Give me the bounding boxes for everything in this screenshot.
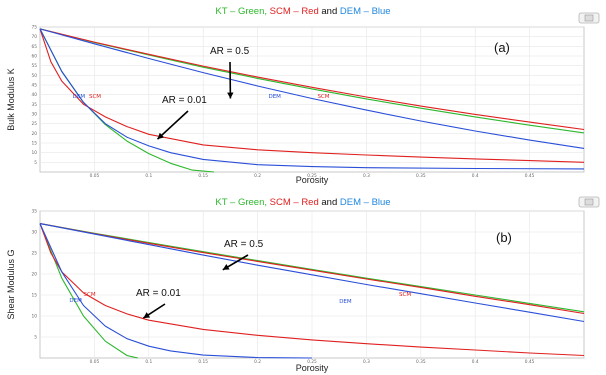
x-tick-label: 0.45 [525,173,535,179]
x-tick-label: 0.35 [416,173,426,179]
x-tick-label: 0.25 [307,359,317,365]
annotation-arrowhead [143,312,151,319]
x-tick-label: 0.05 [90,359,100,365]
y-tick-label: 10 [32,314,38,320]
x-tick-label: 0.15 [198,173,208,179]
x-tick-label: 0.2 [254,173,261,179]
y-tick-label: 30 [32,230,38,236]
y-tick-label: 50 [32,73,38,79]
y-tick-label: 70 [32,34,38,40]
series-line-dem-ar-0_5 [39,223,585,323]
y-axis-label: Bulk Modulus K [6,68,16,131]
x-tick-label: 0.3 [363,359,370,365]
y-tick-label: 25 [32,251,38,257]
annotation-arrowhead [227,92,234,99]
series-line-kt-ar-0_5 [39,223,585,313]
y-tick-label: 35 [32,102,38,108]
x-tick-label: 0.4 [472,359,479,365]
curve-label: DEM [73,94,86,100]
x-tick-label: 0.3 [363,173,370,179]
y-tick-label: 65 [32,44,38,50]
series-line-scm-ar-0_5 [39,28,585,131]
curve-label: DEM [339,299,352,305]
curve-label: SCM [399,292,411,298]
y-tick-label: 5 [34,160,37,166]
y-tick-label: 25 [32,121,38,127]
shear-modulus-chart: KT – Green, SCM – Red and DEM – Blue 5 10 1… [6,197,585,373]
curve-label: SCM [84,292,96,298]
curve-label: DEM [69,298,82,304]
chart-panel-a: KT – Green, SCM – Red and DEM – Blue 5 10 1… [0,0,606,186]
series-line-dem-ar-0_01 [39,28,585,170]
y-tick-label: 15 [32,293,38,299]
bulk-modulus-chart: KT – Green, SCM – Red and DEM – Blue 5 10 1… [6,6,585,185]
series-line-dem-ar-0_5 [39,28,585,149]
panel-tag: (a) [494,40,510,55]
x-tick-label: 0.05 [90,173,100,179]
annotation-label: AR = 0.5 [224,239,264,250]
chart-title: KT – Green, SCM – Red and DEM – Blue [215,197,390,208]
y-tick-label: 55 [32,63,38,69]
y-tick-label: 20 [32,272,38,278]
chart-control-widget-icon[interactable] [578,194,600,210]
annotation-label: AR = 0.01 [162,95,207,106]
y-tick-label: 40 [32,92,38,98]
y-tick-label: 5 [34,335,37,341]
x-tick-label: 0.45 [525,359,535,365]
series-line-kt-ar-0_01 [39,223,139,359]
x-tick-label: 0.15 [198,359,208,365]
curve-label: SCM [89,94,101,100]
curve-label: DEM [268,94,281,100]
series-line-scm-ar-0_01 [39,28,585,163]
series-line-dem-ar-0_01 [39,223,313,359]
y-tick-label: 75 [32,25,38,31]
x-tick-label: 0.4 [472,173,479,179]
x-tick-label: 0.35 [416,359,426,365]
x-tick-label: 0.1 [145,173,152,179]
y-tick-label: 10 [32,150,38,156]
chart-panel-b: KT – Green, SCM – Red and DEM – Blue 5 10 1… [0,188,606,375]
x-axis-label: Porosity [296,363,329,373]
series-line-scm-ar-0_5 [39,223,585,315]
y-tick-label: 60 [32,54,38,60]
annotation-label: AR = 0.5 [210,46,250,57]
chart-title: KT – Green, SCM – Red and DEM – Blue [215,6,390,17]
curve-label: SCM [317,94,329,100]
y-tick-label: 35 [32,209,38,215]
annotation-arrowhead [157,132,165,140]
y-tick-label: 20 [32,131,38,137]
x-tick-label: 0.1 [145,359,152,365]
annotation-arrowhead [222,264,230,270]
x-tick-label: 0.25 [307,173,317,179]
x-axis-label: Porosity [296,175,329,185]
series-line-kt-ar-0_5 [39,28,585,134]
chart-control-widget-icon[interactable] [578,10,600,26]
y-tick-label: 15 [32,141,38,147]
series-line-scm-ar-0_01 [39,223,585,357]
annotation-arrow [156,110,189,140]
x-tick-label: 0.2 [254,359,261,365]
y-tick-label: 45 [32,83,38,89]
annotation-label: AR = 0.01 [136,288,181,299]
y-axis-label: Shear Modulus G [6,249,16,319]
y-tick-label: 30 [32,112,38,118]
panel-tag: (b) [496,230,512,245]
